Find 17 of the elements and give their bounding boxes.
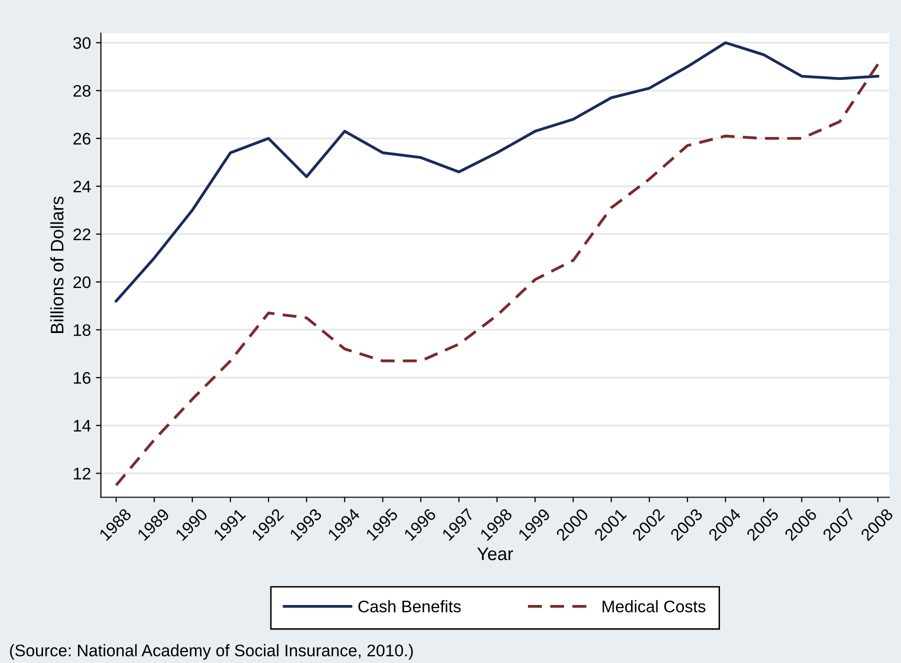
- y-tick-label: 12: [74, 468, 90, 480]
- text: (Source: National Academy of Social Insurance, 2010.): [10, 644, 413, 660]
- y-tick-label: 26: [73, 132, 90, 145]
- line-series: [114, 41, 880, 302]
- legend-label: Medical Costs: [602, 600, 706, 612]
- y-tick-label: 22: [73, 228, 90, 240]
- line-series: [114, 62, 880, 487]
- y-tick-label: 28: [73, 84, 90, 97]
- y-tick-label: 14: [74, 420, 91, 432]
- y-tick-label: 16: [74, 372, 90, 384]
- y-axis-title: Billions of Dollars: [50, 196, 64, 333]
- y-tick-label: 24: [73, 180, 91, 192]
- legend-label: Cash Benefits: [358, 600, 461, 612]
- y-tick-label: 30: [73, 37, 91, 49]
- y-tick-label: 18: [74, 324, 90, 336]
- y-tick-label: 20: [73, 276, 91, 288]
- x-axis-title: Year: [477, 548, 514, 560]
